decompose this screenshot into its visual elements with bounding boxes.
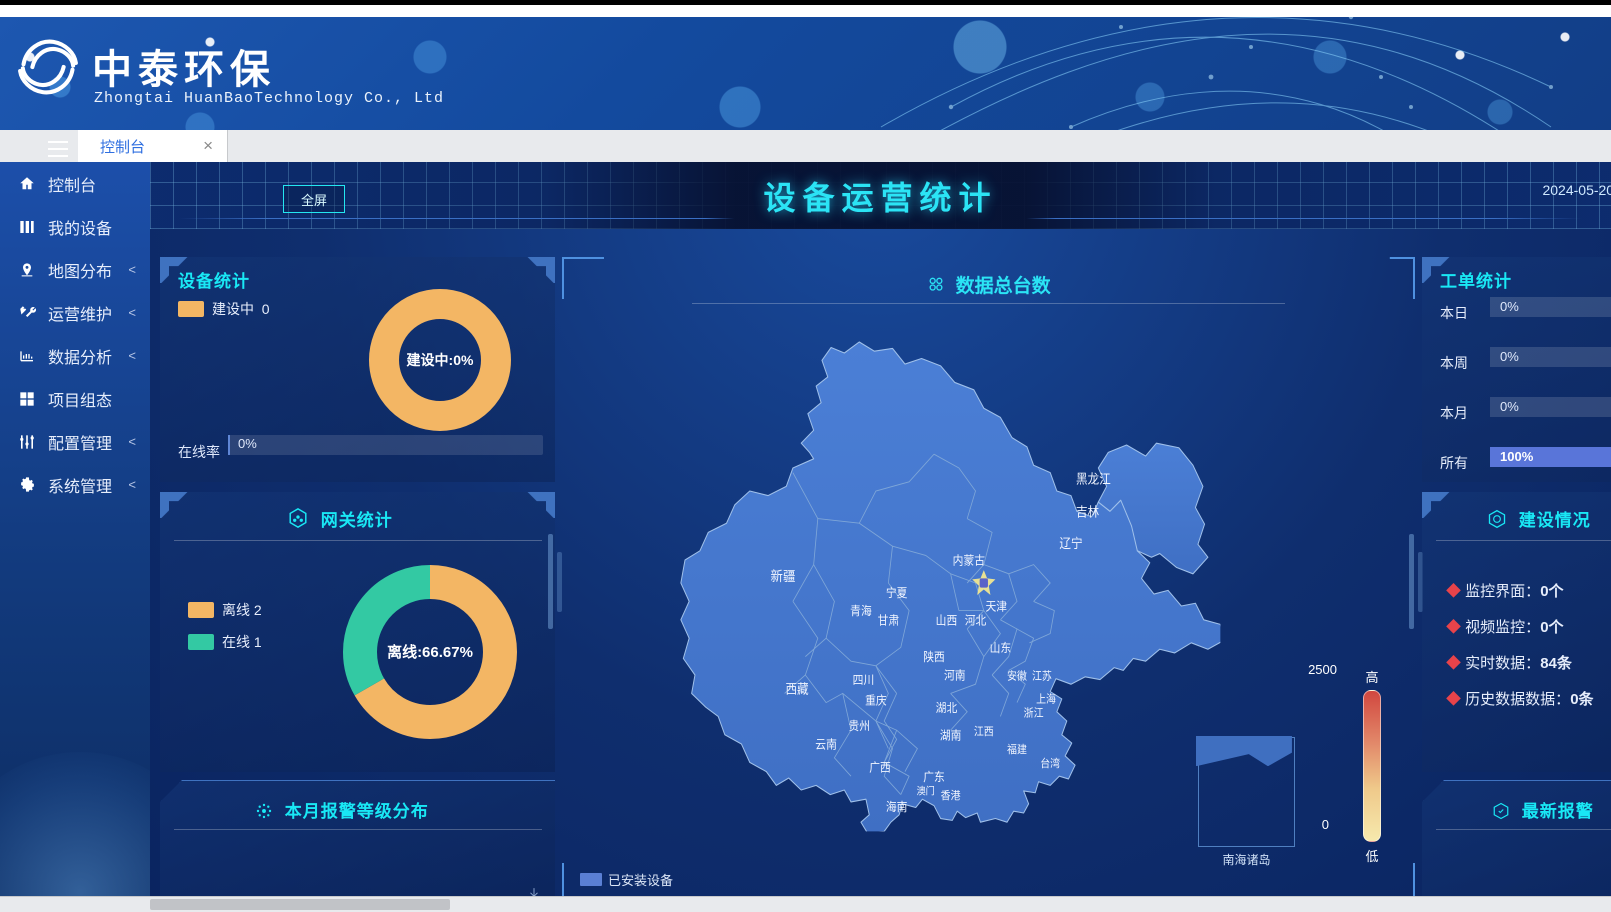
svg-text:吉林: 吉林 [1076,505,1099,520]
svg-text:离线:66.67%: 离线:66.67% [387,643,473,661]
svg-text:陕西: 陕西 [923,650,945,665]
svg-text:黑龙江: 黑龙江 [1076,472,1111,487]
svg-text:湖南: 湖南 [940,728,962,743]
svg-text:青海: 青海 [850,604,872,619]
svg-text:贵州: 贵州 [849,720,871,734]
svg-text:河北: 河北 [965,614,987,628]
svg-text:重庆: 重庆 [865,693,887,708]
svg-text:建设中:0%: 建设中:0% [407,352,474,368]
svg-text:天津: 天津 [985,600,1007,614]
svg-text:江西: 江西 [974,725,994,738]
svg-text:四川: 四川 [853,675,875,688]
svg-text:澳门: 澳门 [917,785,935,798]
svg-text:浙江: 浙江 [1024,707,1044,720]
svg-text:云南: 云南 [815,737,837,752]
svg-text:广西: 广西 [869,761,891,775]
svg-text:广东: 广东 [923,770,945,784]
svg-text:内蒙古: 内蒙古 [953,553,985,568]
svg-text:江苏: 江苏 [1032,669,1052,683]
svg-text:安徽: 安徽 [1007,669,1027,683]
svg-text:山西: 山西 [936,614,958,628]
svg-text:宁夏: 宁夏 [886,585,908,600]
svg-text:甘肃: 甘肃 [878,614,900,628]
svg-text:湖北: 湖北 [936,700,958,715]
svg-text:海南: 海南 [886,800,908,815]
svg-text:河南: 河南 [944,668,966,683]
svg-text:台湾: 台湾 [1040,756,1060,770]
svg-text:辽宁: 辽宁 [1059,535,1082,551]
svg-text:新疆: 新疆 [771,569,796,585]
svg-text:上海: 上海 [1036,692,1056,706]
svg-text:福建: 福建 [1007,743,1027,757]
svg-text:香港: 香港 [941,790,961,803]
svg-text:山东: 山东 [990,641,1012,655]
svg-text:西藏: 西藏 [785,682,808,697]
